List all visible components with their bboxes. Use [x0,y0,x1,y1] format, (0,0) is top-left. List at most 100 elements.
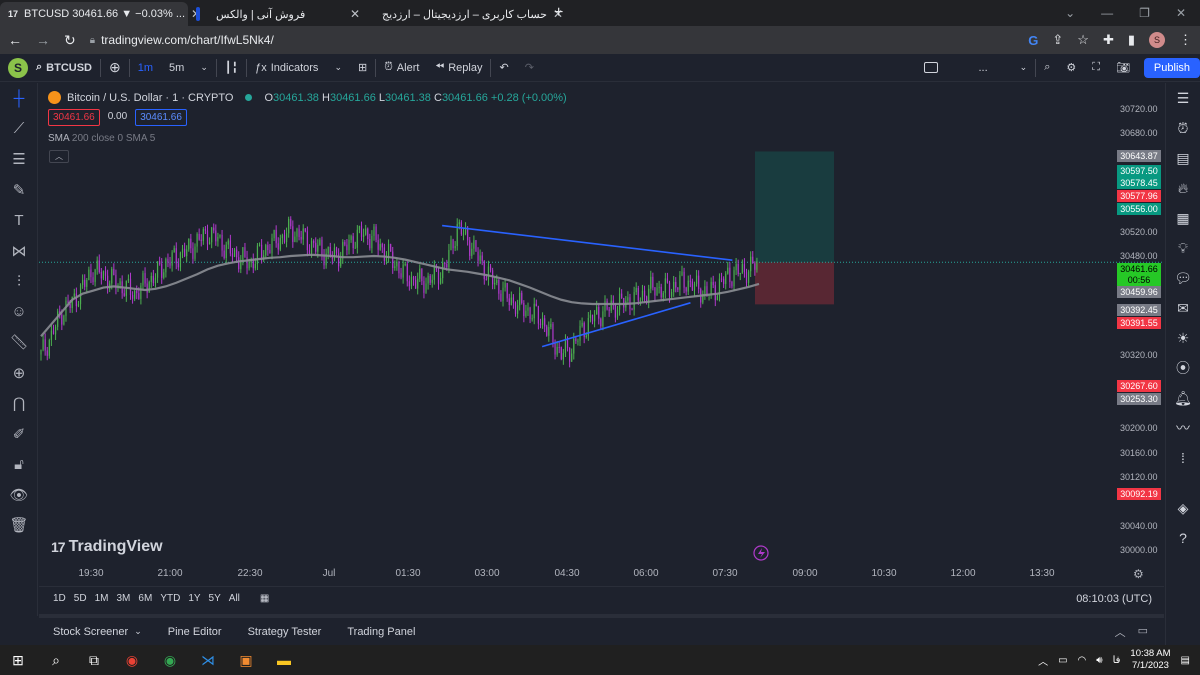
search-icon[interactable]: ⌕ [52,651,60,668]
lock-icon[interactable]: 🔓︎ [14,455,24,473]
alerts-clock-icon[interactable]: ⏰︎ [1177,119,1189,136]
price-chart[interactable] [39,83,1164,583]
tab-trading-panel[interactable]: Trading Panel [347,625,416,638]
quick-search-button[interactable]: ⌕ [1036,54,1058,82]
ideas-bulb-icon[interactable]: 💡︎ [1178,239,1188,256]
symbol-search-button[interactable]: ⌕ BTCUSD [28,54,100,82]
sell-button[interactable]: 30461.66 [48,109,100,126]
restore-icon[interactable]: ❐ [1139,6,1150,20]
maximize-panel-icon[interactable]: ▭ [1137,624,1148,637]
tab-search-icon[interactable]: ⌄ [1065,6,1076,20]
interval-dropdown-icon[interactable]: ⌄ [200,62,208,72]
range-1d-button[interactable]: 1D [53,593,66,604]
trend-line-icon[interactable]: ⟋ [13,120,25,138]
pencil-lock-icon[interactable]: ✐ [12,425,26,443]
tray-chevron-icon[interactable]: ︿ [1038,656,1049,668]
task-view-icon[interactable]: ⧉ [89,651,99,668]
browser-tab[interactable] [188,2,208,26]
vscode-icon[interactable]: ⋊ [201,651,215,668]
symbol-title[interactable]: Bitcoin / U.S. Dollar · 1 · CRYPTO [67,91,234,104]
reload-icon[interactable]: ↻ [64,31,76,48]
forward-icon[interactable]: → [36,32,50,48]
go-to-date-icon[interactable]: ▦ [259,593,270,604]
extensions-icon[interactable]: ✚ [1102,32,1114,47]
fullscreen-button[interactable]: ⛶ [1084,54,1108,82]
redo-button[interactable]: ↷ [517,54,542,82]
volume-icon[interactable]: 🔊︎ [1096,654,1103,666]
browser-tab-active[interactable]: 17 BTCUSD 30461.66 ▼ −0.03% ... ✕ [0,2,201,26]
trash-icon[interactable]: 🗑︎ [9,517,29,535]
new-tab-icon[interactable]: + [554,4,564,21]
user-avatar[interactable]: S [8,57,28,78]
language-indicator[interactable]: فا [1112,654,1121,666]
browser-tab[interactable]: فروش آنی | والکس ✕ [208,2,368,26]
bookmark-star-icon[interactable]: ☆ [1077,32,1089,47]
url-field[interactable]: 🔒︎ tradingview.com/chart/IfwL5Nk4/ [90,33,274,47]
settings-button[interactable]: ⚙︎ [1058,54,1084,82]
browser-menu-icon[interactable]: ⋮ [1179,32,1192,47]
crosshair-icon[interactable]: ┼ [13,89,25,107]
brush-icon[interactable]: ✎ [12,181,26,199]
indicator-legend[interactable]: SMA 200 close 0 SMA 5 [48,133,155,144]
range-1m-button[interactable]: 1M [94,593,109,604]
notifications-bell-icon[interactable]: 🔔︎ [1174,389,1192,406]
zoom-in-icon[interactable]: ⊕ [12,364,26,382]
layout-button[interactable]: ⊞ [350,54,375,82]
streams-icon[interactable]: ☀ [1176,329,1190,346]
magnet-icon[interactable]: ⋂ [12,395,26,413]
utc-clock[interactable]: 08:10:03 (UTC) [1076,592,1152,605]
range-ytd-button[interactable]: YTD [160,593,181,604]
snapshot-button[interactable]: 📷︎ [1108,54,1138,82]
broadcast-icon[interactable]: ⦿ [1176,360,1190,376]
messages-icon[interactable]: ✉ [1177,299,1189,316]
hotlist-fire-icon[interactable]: 🔥︎ [1177,179,1189,196]
range-6m-button[interactable]: 6M [138,593,153,604]
trading-panel-icon[interactable]: 〰 [1176,420,1190,436]
layers-icon[interactable]: ◈ [1177,499,1189,516]
range-3m-button[interactable]: 3M [116,593,131,604]
close-tab-icon[interactable]: ✕ [552,7,564,21]
range-1y-button[interactable]: 1Y [188,593,201,604]
share-icon[interactable]: ⇪ [1052,32,1064,47]
alert-button[interactable]: ⏰︎ Alert [376,54,427,82]
minimize-icon[interactable]: — [1101,6,1114,20]
more-dropdown-icon[interactable]: ⌄ [1019,62,1028,72]
google-icon[interactable]: G [1028,32,1039,48]
back-icon[interactable]: ← [8,32,22,48]
tab-strategy-tester[interactable]: Strategy Tester [247,625,322,638]
indicators-button[interactable]: ƒx Indicators [247,54,326,82]
close-window-icon[interactable]: ✕ [1175,6,1186,20]
close-tab-icon[interactable]: ✕ [349,7,360,21]
sidepanel-icon[interactable]: ▮ [1127,32,1135,47]
profile-avatar[interactable]: S [1149,32,1165,48]
candle-type-button[interactable]: ┃╏ [217,54,246,82]
undo-button[interactable]: ↶ [491,54,516,82]
battery-icon[interactable]: ▭ [1058,654,1068,666]
object-tree-icon[interactable]: ▤ [1176,149,1190,166]
app-icon[interactable]: ▣ [239,651,253,668]
tab-stock-screener[interactable]: Stock Screener [53,625,129,638]
more-button[interactable]: ... [978,61,988,74]
windows-start-icon[interactable]: ⊞ [12,651,24,668]
range-5y-button[interactable]: 5Y [208,593,221,604]
tab-pine-editor[interactable]: Pine Editor [167,625,222,638]
compare-button[interactable]: ⊕ [101,54,129,82]
dom-icon[interactable]: ⁞ [1181,450,1185,466]
interval-5m-button[interactable]: 5m [169,61,185,74]
help-icon[interactable]: ? [1179,530,1187,546]
notifications-icon[interactable]: ▤ [1180,654,1190,666]
replay-button[interactable]: ⏪︎ Replay [427,54,490,82]
text-tool-icon[interactable]: T [14,211,24,229]
range-5d-button[interactable]: 5D [73,593,87,604]
fib-lines-icon[interactable]: ☰ [12,151,26,169]
file-explorer-icon[interactable]: ▬ [277,652,291,668]
chart-settings-icon[interactable]: ⚙︎ [1133,567,1144,581]
indicators-dropdown-icon[interactable]: ⌄ [334,62,342,72]
datetime[interactable]: 10:38 AM 7/1/2023 [1130,648,1170,672]
watchlist-icon[interactable]: ☰ [1176,89,1190,106]
layout-select-button[interactable] [916,54,946,82]
forecast-icon[interactable]: ⫶ [17,272,21,290]
calendar-icon[interactable]: ▦ [1176,209,1190,226]
chrome-icon[interactable]: ◉ [125,651,139,668]
chrome-icon[interactable]: ◉ [163,651,177,668]
